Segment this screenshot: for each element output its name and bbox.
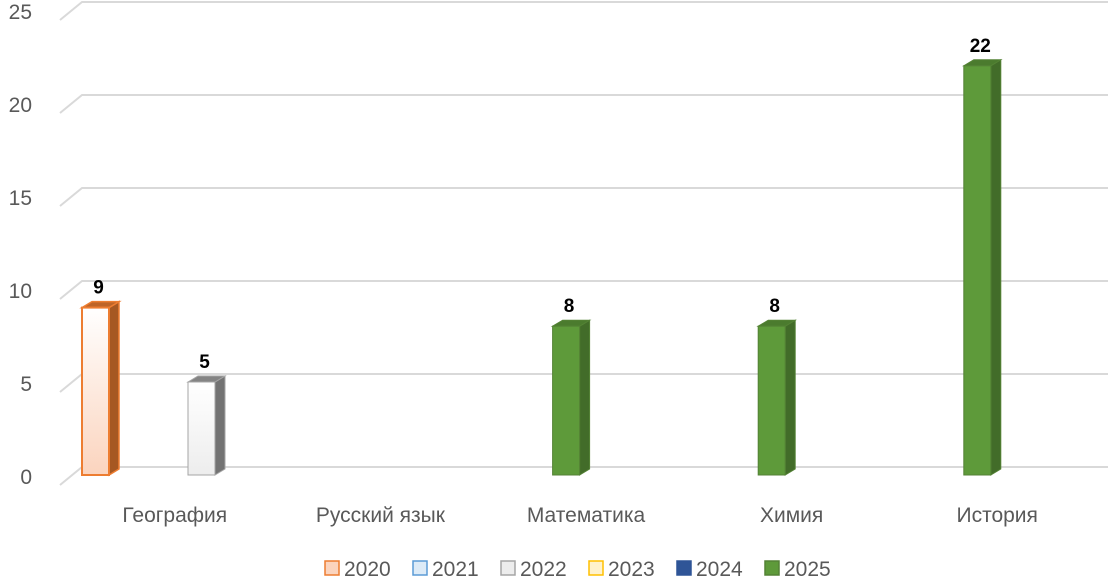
bar-2025 <box>756 319 798 476</box>
gridline <box>59 1 1108 21</box>
y-tick-label: 15 <box>9 187 32 210</box>
x-axis-categories: География Русский язык Математика Химия Исто… <box>122 504 1037 527</box>
legend-item-2022: 2022 <box>500 558 567 579</box>
gridline <box>59 280 1108 300</box>
x-category-label: История <box>956 504 1037 527</box>
legend-label: 2023 <box>608 558 655 579</box>
legend-label: 2025 <box>784 558 831 579</box>
gridline <box>59 94 1108 114</box>
data-label: 8 <box>769 296 780 317</box>
data-label: 8 <box>564 296 575 317</box>
x-category-label: География <box>122 504 227 527</box>
y-tick-label: 5 <box>20 373 32 396</box>
bar-2020 <box>79 300 122 477</box>
x-category-label: Русский язык <box>316 504 446 527</box>
legend-label: 2022 <box>520 558 567 579</box>
legend-item-2023: 2023 <box>588 558 655 579</box>
legend-label: 2021 <box>432 558 479 579</box>
x-category-label: Математика <box>527 504 646 527</box>
x-category-label: Химия <box>760 504 823 527</box>
legend-swatch <box>324 560 340 576</box>
legend-item-2021: 2021 <box>412 558 479 579</box>
legend-label: 2024 <box>696 558 743 579</box>
bar-2025 <box>550 319 592 476</box>
legend-swatch <box>588 560 604 576</box>
y-tick-label: 10 <box>9 280 32 303</box>
y-tick-label: 0 <box>20 466 32 489</box>
data-label: 22 <box>970 36 991 57</box>
gridline <box>59 187 1108 207</box>
legend-label: 2020 <box>344 558 391 579</box>
data-label: 9 <box>93 278 104 299</box>
legend-item-2024: 2024 <box>676 558 743 579</box>
y-tick-label: 20 <box>9 94 32 117</box>
legend-swatch <box>676 560 692 576</box>
y-tick-label: 25 <box>9 1 32 24</box>
bar-2022 <box>186 375 227 476</box>
legend-swatch <box>764 560 780 576</box>
bars <box>79 58 1003 477</box>
legend: 2020 2021 2022 2023 2024 2025 <box>324 558 831 579</box>
legend-item-2025: 2025 <box>764 558 831 579</box>
legend-swatch <box>500 560 516 576</box>
y-axis-ticks: 0 5 10 15 20 25 <box>9 1 32 489</box>
data-label: 5 <box>199 352 210 373</box>
bar-2025 <box>961 58 1003 476</box>
legend-item-2020: 2020 <box>324 558 391 579</box>
data-labels: 95882214 <box>93 36 991 373</box>
legend-swatch <box>412 560 428 576</box>
